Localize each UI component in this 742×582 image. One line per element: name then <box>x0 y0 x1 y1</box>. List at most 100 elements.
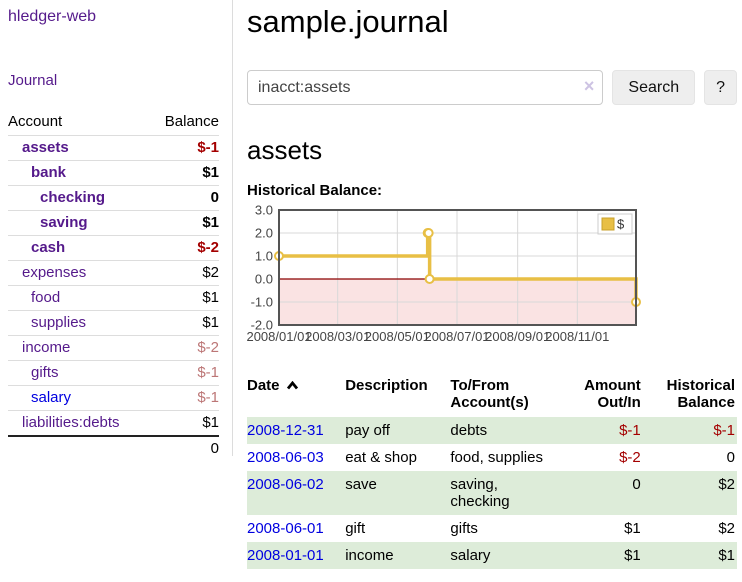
transaction-amount: $-1 <box>619 422 641 439</box>
x-axis-label: 2008/11/01 <box>545 329 609 344</box>
register-date-link[interactable]: 2008-06-03 <box>247 449 324 466</box>
accounts-header-row: Account Balance <box>8 109 219 136</box>
transaction-date-cell: 2008-12-31 <box>247 417 345 444</box>
register-header-row: Date Description To/From Account(s) Amou… <box>247 373 737 417</box>
account-name-cell: expenses <box>8 261 150 286</box>
account-balance: $-1 <box>197 389 219 406</box>
account-name-cell: food <box>8 286 150 311</box>
x-axis-label: 2008/09/01 <box>485 329 550 344</box>
transaction-date-cell: 2008-06-03 <box>247 444 345 471</box>
account-row: expenses $2 <box>8 260 219 286</box>
transaction-description: income <box>345 547 394 564</box>
y-axis-label: 3.0 <box>255 203 273 218</box>
search-button[interactable]: Search <box>612 70 696 105</box>
account-row: bank $1 <box>8 160 219 186</box>
account-balance: $1 <box>202 164 219 181</box>
plot-border <box>278 209 637 326</box>
accounts-total-value: 0 <box>210 440 219 457</box>
account-row: supplies $1 <box>8 310 219 336</box>
y-axis-label: 1.0 <box>255 249 273 264</box>
sidebar-account-link[interactable]: assets <box>22 139 69 156</box>
account-row: assets $-1 <box>8 135 219 161</box>
transaction-amount: $1 <box>624 547 641 564</box>
sidebar-account-link[interactable]: saving <box>40 214 88 231</box>
transaction-accounts: salary <box>450 547 491 564</box>
account-name-cell: saving <box>8 211 150 236</box>
accounts-table: Account Balance assets $-1 bank $1 checking 0… <box>8 109 219 461</box>
register-row: 2008-01-01 income salary $1 $1 <box>247 542 737 569</box>
search-form: × Search ? <box>247 70 737 105</box>
x-axis-label: 2008/07/01 <box>424 329 489 344</box>
sidebar-account-link[interactable]: supplies <box>31 314 87 331</box>
account-balance: $-1 <box>197 364 219 381</box>
account-name-cell: gifts <box>8 361 150 386</box>
transaction-balance: $2 <box>718 520 735 537</box>
search-input[interactable] <box>247 70 604 105</box>
sidebar-account-link[interactable]: cash <box>31 239 66 256</box>
account-balance: $1 <box>202 214 219 231</box>
accounts-header-balance: Balance <box>164 113 219 130</box>
account-balance: $-1 <box>197 139 219 156</box>
account-name-cell: cash <box>8 236 150 261</box>
account-name-cell: income <box>8 336 150 361</box>
transaction-date-cell: 2008-06-01 <box>247 515 345 542</box>
transaction-description: gift <box>345 520 366 537</box>
transaction-accounts: food, supplies <box>450 449 543 466</box>
y-axis-label: 0.0 <box>255 272 273 287</box>
register-date-link[interactable]: 2008-01-01 <box>247 547 324 564</box>
sidebar-account-link[interactable]: salary <box>31 389 72 406</box>
account-name-cell: salary <box>8 386 150 411</box>
transaction-accounts: debts <box>450 422 488 439</box>
register-header-amount: Amount Out/In <box>584 377 641 411</box>
transaction-balance: 0 <box>726 449 735 466</box>
register-header-accounts: To/From Account(s) <box>450 377 529 411</box>
account-name-cell: checking <box>8 186 150 211</box>
legend-swatch <box>601 217 615 231</box>
y-axis-label: -2.0 <box>251 318 273 333</box>
transaction-date-cell: 2008-06-02 <box>247 471 345 515</box>
account-name-cell: liabilities:debts <box>8 411 150 437</box>
account-name-cell: bank <box>8 161 150 186</box>
sort-ascending-icon <box>286 380 298 390</box>
sidebar-account-link[interactable]: gifts <box>31 364 59 381</box>
sidebar: hledger-web Journal Account Balance asse… <box>0 0 233 457</box>
legend-label: $ <box>617 217 625 232</box>
sidebar-account-link[interactable]: income <box>22 339 71 356</box>
account-balance: $-2 <box>197 339 219 356</box>
accounts-total-spacer <box>8 436 150 461</box>
account-row: income $-2 <box>8 335 219 361</box>
transaction-accounts: saving, checking <box>450 476 510 510</box>
sidebar-account-link[interactable]: expenses <box>22 264 87 281</box>
page-title: sample.journal <box>247 4 449 39</box>
data-point-marker <box>423 228 434 238</box>
register-row: 2008-06-03 eat & shop food, supplies $-2 0 <box>247 444 737 471</box>
transaction-balance: $2 <box>718 476 735 493</box>
sidebar-account-link[interactable]: food <box>31 289 61 306</box>
transaction-description: eat & shop <box>345 449 417 466</box>
register-row: 2008-06-02 save saving, checking 0 $2 <box>247 471 737 515</box>
brand-link[interactable]: hledger-web <box>8 8 97 25</box>
data-point-marker <box>424 274 435 284</box>
y-axis-label: -1.0 <box>251 295 273 310</box>
sidebar-account-link[interactable]: liabilities:debts <box>22 414 120 431</box>
register-date-link[interactable]: 2008-06-02 <box>247 476 324 493</box>
x-axis-label: 2008/01/01 <box>246 329 311 344</box>
help-button[interactable]: ? <box>704 70 737 105</box>
register-header-date[interactable]: Date <box>247 373 345 417</box>
account-heading: assets <box>247 135 323 165</box>
nav-journal-link[interactable]: Journal <box>8 72 58 89</box>
register-date-link[interactable]: 2008-12-31 <box>247 422 324 439</box>
clear-search-icon[interactable]: × <box>583 76 595 96</box>
main-content: sample.journal × Search ? assets Histori… <box>233 0 742 569</box>
balance-chart: 3.0 2.0 1.0 0.0 -1.0 -2.0 2008/01/01 2008/03/01… <box>246 203 737 349</box>
sidebar-account-link[interactable]: checking <box>40 189 106 206</box>
register-header-balance: Historical Balance <box>666 377 735 411</box>
accounts-total-row: 0 <box>8 436 219 461</box>
sidebar-account-link[interactable]: bank <box>31 164 67 181</box>
register-row: 2008-06-01 gift gifts $1 $2 <box>247 515 737 542</box>
account-row: gifts $-1 <box>8 360 219 386</box>
transaction-description: save <box>345 476 377 493</box>
account-balance: $2 <box>202 264 219 281</box>
register-date-link[interactable]: 2008-06-01 <box>247 520 324 537</box>
account-row: food $1 <box>8 285 219 311</box>
